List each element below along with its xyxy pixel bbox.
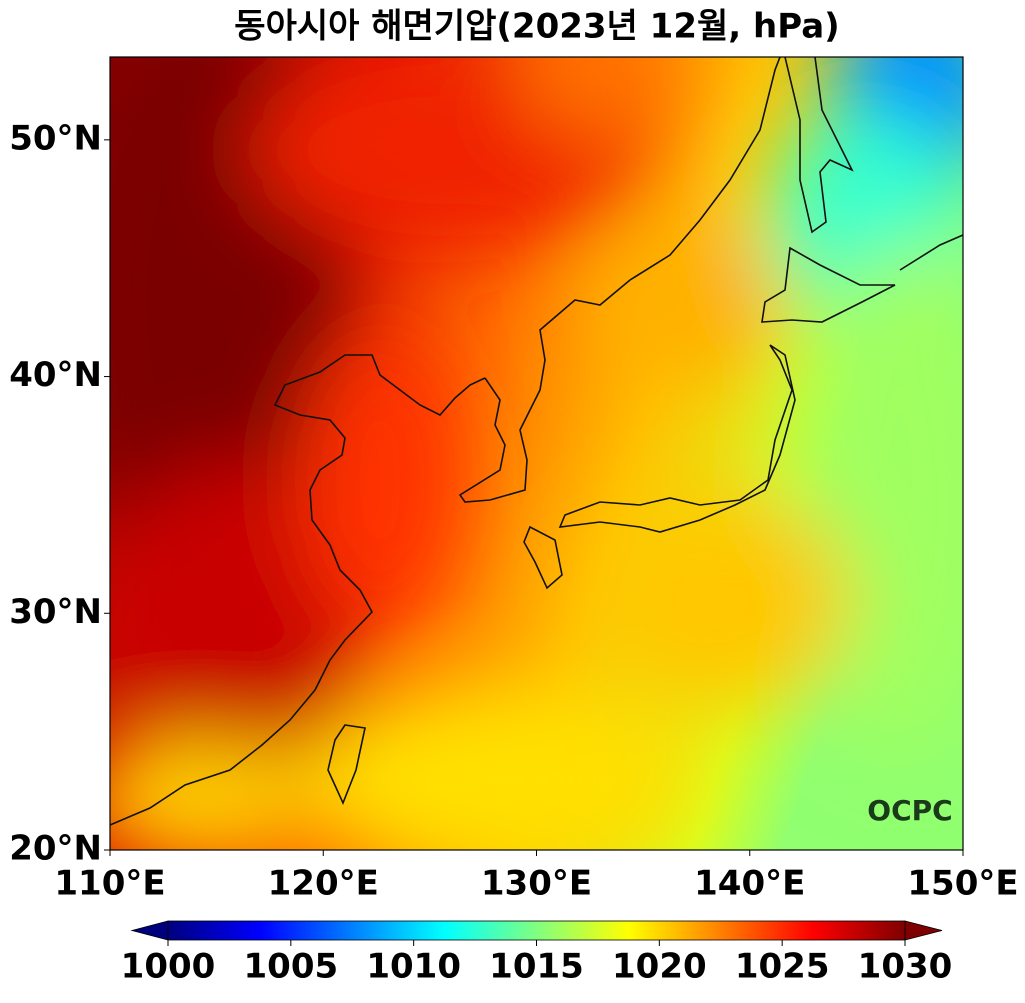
colorbar-tick-label: 1015 [489,947,584,987]
colorbar-extend-high [904,920,943,941]
colorbar-extend-low [130,920,169,941]
y-tick-label: 50°N [9,118,102,158]
coastline [110,57,963,826]
pressure-field: OCPC [110,57,963,850]
watermark: OCPC [867,794,952,827]
colorbar [167,920,906,941]
colorbar-tick-label: 1005 [244,947,339,987]
y-tick-label: 20°N [9,829,102,869]
x-tick-label: 140°E [694,864,805,904]
colorbar-tick-label: 1010 [366,947,461,987]
colorbar-tick-label: 1030 [858,947,953,987]
x-tick-label: 120°E [268,864,379,904]
colorbar-tick-label: 1020 [612,947,707,987]
y-tick-label: 30°N [9,592,102,632]
x-tick-label: 150°E [907,864,1018,904]
chart-title: 동아시아 해면기압(2023년 12월, hPa) [234,7,839,47]
colorbar-tick-label: 1025 [735,947,830,987]
x-tick-label: 110°E [54,864,165,904]
y-tick-label: 40°N [9,355,102,395]
colorbar-tick-label: 1000 [121,947,216,987]
x-tick-label: 130°E [481,864,592,904]
